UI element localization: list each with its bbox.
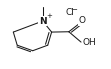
Text: OH: OH: [82, 38, 96, 47]
Text: −: −: [71, 7, 77, 13]
Text: O: O: [79, 16, 86, 25]
Text: N: N: [39, 17, 47, 26]
Text: Cl: Cl: [65, 8, 74, 17]
Text: +: +: [46, 13, 52, 18]
